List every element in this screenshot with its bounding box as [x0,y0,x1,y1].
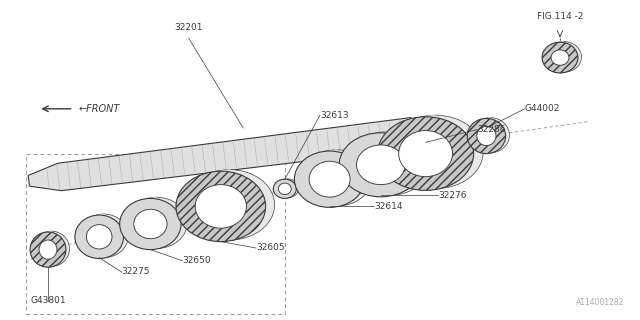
Ellipse shape [378,117,474,190]
Ellipse shape [126,197,188,248]
Ellipse shape [477,126,496,146]
Ellipse shape [75,215,124,259]
Ellipse shape [467,118,506,154]
Ellipse shape [348,132,431,195]
Ellipse shape [185,170,275,240]
Ellipse shape [30,232,66,267]
Polygon shape [381,132,389,197]
Text: G44002: G44002 [525,104,560,113]
Text: 32650: 32650 [182,256,211,265]
Ellipse shape [301,150,372,206]
Text: G43801: G43801 [30,296,66,305]
Ellipse shape [86,225,112,249]
Ellipse shape [120,198,181,250]
Ellipse shape [276,179,299,198]
Ellipse shape [294,151,365,207]
Ellipse shape [309,161,350,197]
Text: 32275: 32275 [122,268,150,276]
Text: 32614: 32614 [374,202,403,211]
Text: A114001282: A114001282 [575,298,624,307]
Ellipse shape [339,133,422,197]
Ellipse shape [80,214,129,258]
Ellipse shape [551,50,569,65]
Ellipse shape [387,115,483,189]
Ellipse shape [471,118,509,153]
Text: 32613: 32613 [320,111,349,120]
Text: ←FRONT: ←FRONT [79,104,120,114]
Text: 32201: 32201 [175,23,203,32]
Text: FIG.114 -2: FIG.114 -2 [537,12,583,21]
Polygon shape [285,179,287,198]
Ellipse shape [542,42,578,73]
Ellipse shape [546,42,582,72]
Polygon shape [150,197,157,250]
Polygon shape [28,117,415,191]
Polygon shape [330,150,337,207]
Ellipse shape [134,209,167,239]
Polygon shape [99,214,104,259]
Ellipse shape [39,240,57,259]
Ellipse shape [195,185,246,228]
Ellipse shape [399,131,452,177]
Ellipse shape [278,183,291,195]
Polygon shape [48,231,52,267]
Text: 32286: 32286 [477,125,506,134]
Text: 32276: 32276 [438,191,467,200]
Ellipse shape [176,171,266,242]
Ellipse shape [356,145,405,185]
Ellipse shape [273,179,296,198]
Polygon shape [426,115,435,190]
Text: 32605: 32605 [256,244,285,252]
Polygon shape [486,118,490,154]
Polygon shape [221,170,230,242]
Ellipse shape [34,231,70,267]
Polygon shape [560,42,564,73]
